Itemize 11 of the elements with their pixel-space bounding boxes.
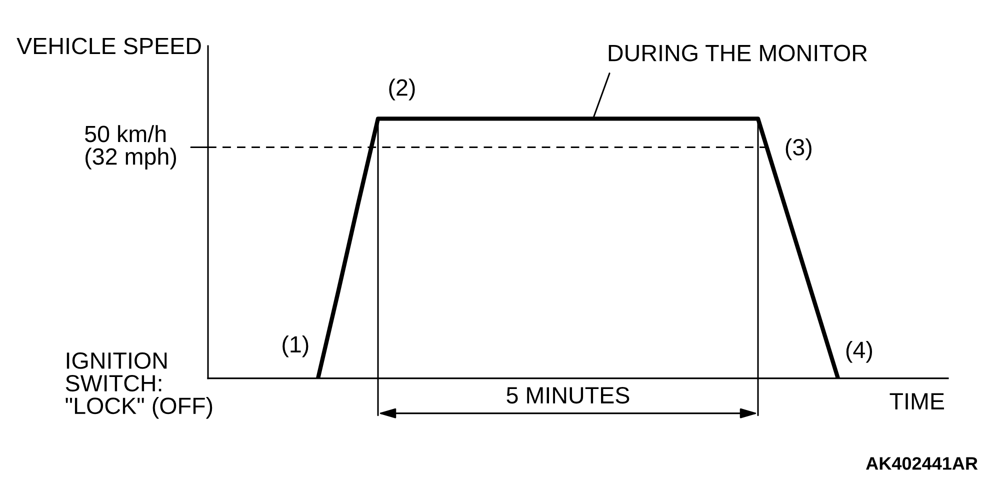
text: 5 MINUTES	[506, 387, 630, 404]
text: (2)	[389, 78, 415, 100]
annotation: (3)	[786, 138, 812, 160]
annotation: (4)	[846, 341, 872, 363]
text: DURING THE MONITOR	[608, 44, 867, 62]
annotation: (1)	[282, 335, 308, 358]
ref-line-label: 50 km/h (32 mph)	[85, 125, 176, 170]
x-axis-title: TIME	[890, 393, 944, 410]
y-axis-title: VEHICLE SPEED	[16, 38, 201, 54]
annotation: IGNITION SWITCH: "LOCK" (OFF)	[66, 352, 212, 419]
text: AK402441AR	[866, 457, 978, 470]
